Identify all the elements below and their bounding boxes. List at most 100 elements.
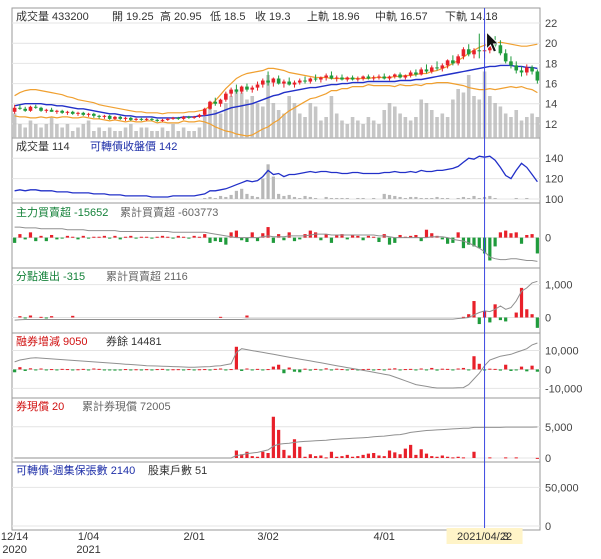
mainforce-panel-title-2: 累計買賣超 -603773 (120, 205, 218, 219)
panel-1-bar (203, 197, 207, 199)
panel-3-bar (514, 312, 518, 318)
panel-4-bar (356, 369, 360, 371)
price-volume-bar (165, 131, 170, 138)
candle-body (340, 77, 344, 80)
panel-6-y-tick: 50,000 (545, 482, 579, 494)
price-volume-bar (113, 131, 117, 138)
panel-4-bar (393, 368, 397, 370)
candle-body (387, 76, 392, 79)
panel-5-bar (361, 454, 365, 458)
panel-4-bar (287, 367, 291, 370)
candle-body (134, 118, 138, 120)
panel-4-bar (282, 369, 286, 374)
panel-1-bar (234, 190, 238, 199)
panel-3-bar (477, 317, 481, 325)
price-volume-bar (271, 103, 276, 138)
panel-4-y-tick: 10,000 (545, 346, 579, 358)
panel-4-bar (86, 369, 91, 371)
panel-5-bar (440, 455, 444, 458)
price-volume-bar (472, 96, 476, 138)
panel-4-bar (60, 368, 64, 370)
price-volume-bar (308, 103, 313, 138)
candle-body (498, 45, 503, 54)
price-y-tick: 18 (545, 58, 557, 70)
price-volume-bar (276, 110, 281, 138)
panel-4-bar (387, 368, 392, 370)
panel-2-bar (509, 233, 513, 238)
panel-3-bar (71, 315, 75, 318)
panel-1-bar (213, 197, 217, 199)
x-axis-date-label: 4/01 (374, 531, 395, 543)
panel-5-y-tick: 0 (545, 453, 551, 465)
panel-1-bar (461, 196, 466, 199)
candle-body (197, 114, 202, 117)
candle-body (414, 72, 418, 75)
panel-5-bar (335, 456, 339, 458)
candle-body (18, 107, 22, 109)
price-volume-bar (181, 127, 186, 138)
candle-body (419, 69, 423, 75)
margin-panel-title-2: 券餘 14481 (106, 334, 162, 348)
price-volume-bar (282, 113, 286, 138)
candle-body (107, 115, 112, 119)
panel-2-bar (451, 237, 455, 243)
header-middle-band: 中軌 16.57 (375, 9, 428, 23)
price-volume-bar (403, 117, 408, 138)
panel-4-bar (398, 369, 402, 371)
candle-body (371, 77, 376, 79)
panel-2-bar (535, 237, 539, 254)
candle-body (102, 115, 107, 117)
price-volume-bar (509, 117, 513, 138)
candle-body (239, 86, 244, 92)
panel-4-bar (509, 369, 513, 371)
price-volume-bar (81, 124, 86, 138)
panel-4-bar (18, 367, 22, 370)
panel-4-bar (192, 369, 196, 371)
panel-1-bar (340, 197, 344, 199)
price-volume-bar (208, 103, 212, 138)
panel-2-bar (424, 229, 429, 238)
price-volume-bar (424, 103, 429, 138)
panel-3-bar (535, 317, 539, 328)
panel-4-bar (377, 369, 381, 371)
panel-2-bar (393, 237, 397, 243)
panel-2-bar (319, 237, 323, 241)
panel-1-bar (467, 197, 471, 199)
panel-3-y-tick: 0 (545, 312, 551, 324)
panel-4-bar (81, 368, 85, 370)
panel-gridlines (12, 22, 540, 527)
candle-body (461, 49, 466, 57)
panel-2-bar (134, 237, 138, 239)
panel-1-bar (218, 195, 223, 199)
panel-5-y-tick: 5,000 (545, 422, 573, 434)
panel-3-bar (493, 304, 497, 318)
price-volume-bar (245, 99, 249, 138)
candle-body (92, 113, 96, 116)
price-volume-bar (387, 103, 392, 138)
panel-2-bar (71, 236, 75, 238)
panel-4-y-tick: -10,000 (545, 383, 582, 395)
panel-2-bar (197, 236, 202, 238)
panel-2-bar (145, 236, 149, 238)
panel-2-bar (446, 237, 450, 244)
price-volume-bar (123, 127, 128, 138)
price-volume-bar (419, 99, 423, 138)
panel-3-bar (23, 317, 27, 319)
panel-3-bar (245, 315, 249, 318)
panel-4-bar (319, 369, 323, 371)
panel-4-bar (208, 369, 212, 371)
panel-4-bar (361, 369, 365, 371)
panel-2-bar (298, 237, 302, 240)
panel-4-bar (298, 369, 302, 373)
panel-2-bar (192, 235, 196, 238)
panel-4-bar (440, 368, 444, 370)
candle-body (472, 50, 476, 55)
price-volume-bar (218, 113, 223, 138)
price-volume-bar (366, 117, 371, 138)
panel-2-line (14, 226, 538, 262)
panel-4-bar (203, 369, 207, 371)
candle-body (187, 116, 191, 118)
panel-2-bar (504, 230, 508, 238)
